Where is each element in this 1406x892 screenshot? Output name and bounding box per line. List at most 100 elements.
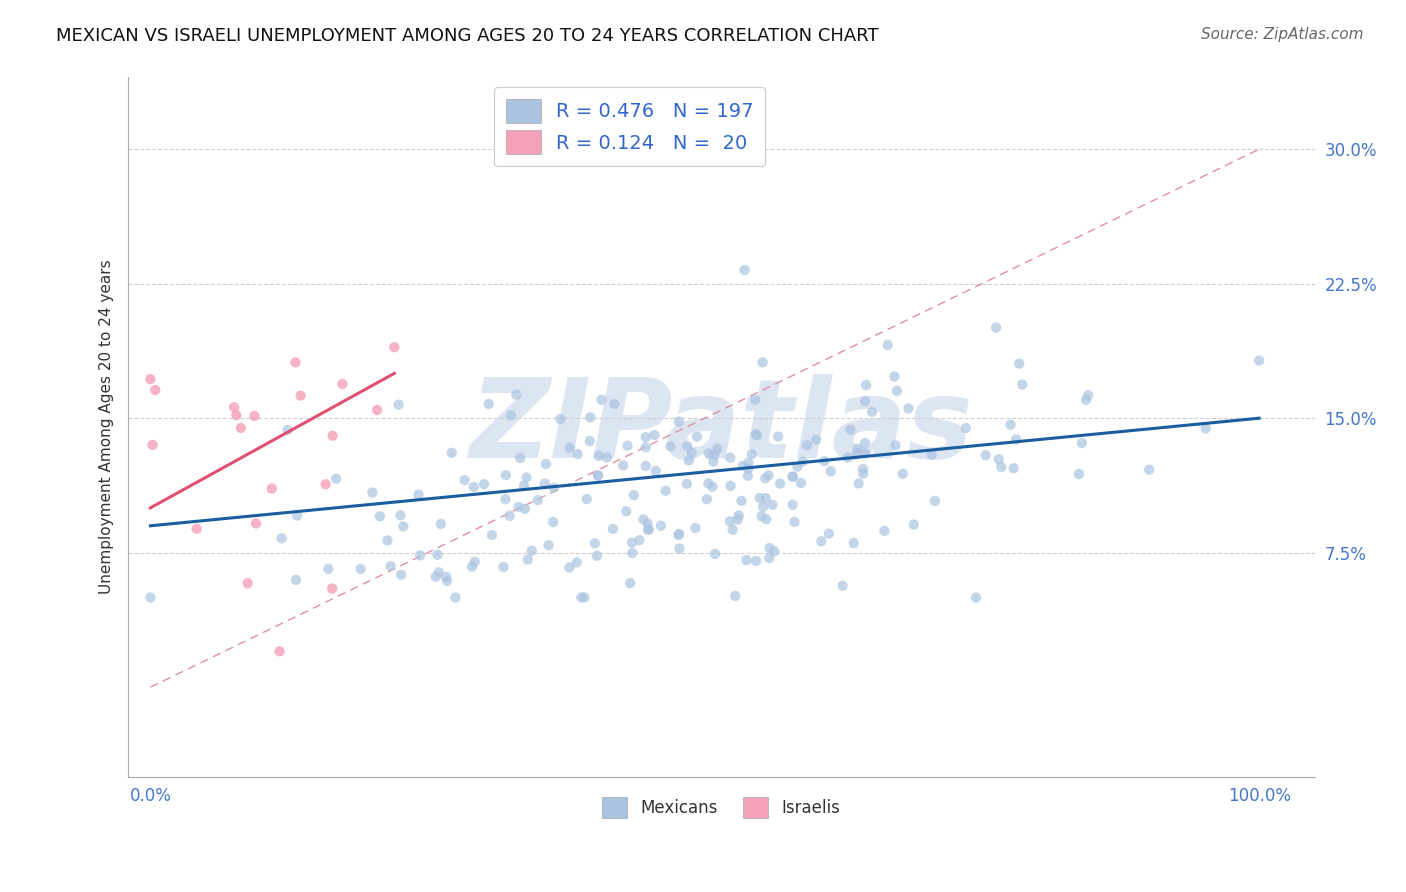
- Point: [142, 438, 165, 452]
- Point: [565, 555, 588, 569]
- Point: [806, 433, 828, 447]
- Point: [758, 541, 780, 555]
- Point: [735, 553, 758, 567]
- Point: [224, 401, 246, 415]
- Point: [751, 509, 773, 524]
- Point: [382, 340, 405, 354]
- Point: [721, 523, 744, 537]
- Point: [752, 500, 775, 514]
- Point: [628, 533, 651, 548]
- Text: Source: ZipAtlas.com: Source: ZipAtlas.com: [1201, 27, 1364, 42]
- Point: [796, 438, 818, 452]
- Point: [318, 562, 340, 576]
- Point: [634, 440, 657, 454]
- Point: [620, 535, 643, 549]
- Point: [440, 446, 463, 460]
- Point: [883, 369, 905, 384]
- Point: [408, 487, 430, 501]
- Point: [706, 442, 728, 456]
- Point: [509, 450, 531, 465]
- Point: [703, 448, 725, 462]
- Point: [472, 477, 495, 491]
- Point: [921, 448, 943, 462]
- Point: [499, 409, 522, 423]
- Point: [614, 504, 637, 518]
- Point: [727, 508, 749, 523]
- Point: [783, 515, 806, 529]
- Point: [724, 589, 747, 603]
- Point: [748, 491, 770, 505]
- Point: [678, 453, 700, 467]
- Point: [734, 263, 756, 277]
- Point: [315, 477, 337, 491]
- Point: [718, 514, 741, 528]
- Point: [586, 468, 609, 483]
- Point: [668, 527, 690, 541]
- Point: [744, 392, 766, 407]
- Point: [696, 492, 718, 507]
- Point: [720, 479, 742, 493]
- Point: [596, 450, 619, 465]
- Point: [884, 438, 907, 452]
- Point: [745, 428, 768, 442]
- Point: [755, 491, 778, 505]
- Point: [1077, 388, 1099, 402]
- Point: [586, 468, 609, 483]
- Point: [284, 355, 307, 369]
- Point: [1249, 353, 1271, 368]
- Point: [782, 469, 804, 483]
- Point: [702, 480, 724, 494]
- Point: [515, 470, 537, 484]
- Point: [634, 430, 657, 444]
- Point: [1008, 357, 1031, 371]
- Point: [361, 485, 384, 500]
- Point: [782, 470, 804, 484]
- Point: [860, 405, 883, 419]
- Point: [392, 519, 415, 533]
- Point: [853, 394, 876, 409]
- Point: [270, 531, 292, 545]
- Point: [634, 458, 657, 473]
- Point: [139, 372, 162, 386]
- Point: [987, 452, 1010, 467]
- Point: [637, 523, 659, 537]
- Point: [537, 538, 560, 552]
- Point: [349, 562, 371, 576]
- Point: [492, 560, 515, 574]
- Point: [579, 410, 602, 425]
- Point: [245, 516, 267, 531]
- Point: [430, 516, 453, 531]
- Point: [550, 412, 572, 426]
- Point: [685, 521, 707, 535]
- Point: [290, 388, 312, 402]
- Point: [380, 559, 402, 574]
- Legend: Mexicans, Israelis: Mexicans, Israelis: [596, 791, 846, 824]
- Point: [737, 461, 759, 475]
- Point: [873, 524, 896, 538]
- Point: [481, 528, 503, 542]
- Point: [852, 462, 875, 476]
- Point: [730, 494, 752, 508]
- Point: [831, 579, 853, 593]
- Point: [974, 448, 997, 462]
- Point: [534, 457, 557, 471]
- Point: [513, 502, 536, 516]
- Point: [387, 398, 409, 412]
- Point: [389, 508, 412, 523]
- Point: [543, 481, 565, 495]
- Point: [1137, 463, 1160, 477]
- Point: [427, 566, 450, 580]
- Point: [650, 518, 672, 533]
- Point: [702, 455, 724, 469]
- Point: [225, 408, 247, 422]
- Point: [425, 570, 447, 584]
- Point: [755, 512, 778, 526]
- Point: [818, 526, 841, 541]
- Point: [461, 559, 484, 574]
- Point: [686, 429, 709, 443]
- Point: [574, 591, 596, 605]
- Point: [498, 508, 520, 523]
- Point: [704, 547, 727, 561]
- Point: [495, 468, 517, 483]
- Point: [368, 509, 391, 524]
